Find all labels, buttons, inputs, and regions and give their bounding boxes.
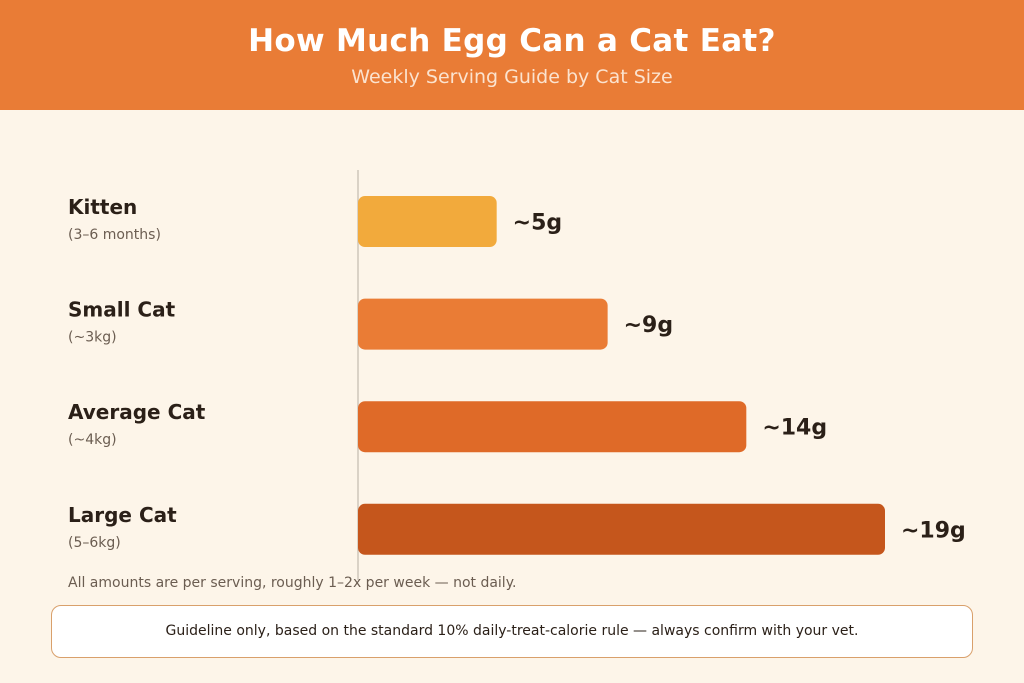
- category-label: Large Cat: [68, 503, 177, 527]
- bar-kitten: [358, 196, 497, 247]
- category-sublabel: (5–6kg): [68, 535, 121, 551]
- bar-large-cat: [358, 503, 885, 555]
- category-sublabel: (~4kg): [68, 432, 117, 448]
- disclaimer-box: Guideline only, based on the standard 10…: [51, 605, 973, 658]
- value-label: ~14g: [762, 416, 827, 441]
- category-sublabel: (~3kg): [68, 330, 117, 346]
- value-label: ~19g: [901, 518, 966, 543]
- footnote: All amounts are per serving, roughly 1–2…: [68, 575, 517, 591]
- category-label: Average Cat: [68, 400, 206, 424]
- bar-average-cat: [358, 401, 747, 453]
- disclaimer-text: Guideline only, based on the standard 10…: [165, 623, 859, 639]
- chart-marks: ~5g Kitten (3–6 months) ~9g Small Cat (~3kg) ~…: [68, 195, 966, 555]
- value-label: ~5g: [513, 211, 563, 236]
- page-subtitle: Weekly Serving Guide by Cat Size: [351, 66, 673, 88]
- serving-bar-chart: ~5g Kitten (3–6 months) ~9g Small Cat (~3kg) ~…: [68, 170, 966, 580]
- header-banner: How Much Egg Can a Cat Eat? Weekly Servi…: [0, 0, 1024, 110]
- category-label: Kitten: [68, 195, 137, 219]
- page-title: How Much Egg Can a Cat Eat?: [248, 23, 776, 59]
- category-sublabel: (3–6 months): [68, 227, 161, 243]
- value-label: ~9g: [624, 313, 674, 338]
- bar-small-cat: [358, 298, 608, 350]
- category-label: Small Cat: [68, 298, 176, 322]
